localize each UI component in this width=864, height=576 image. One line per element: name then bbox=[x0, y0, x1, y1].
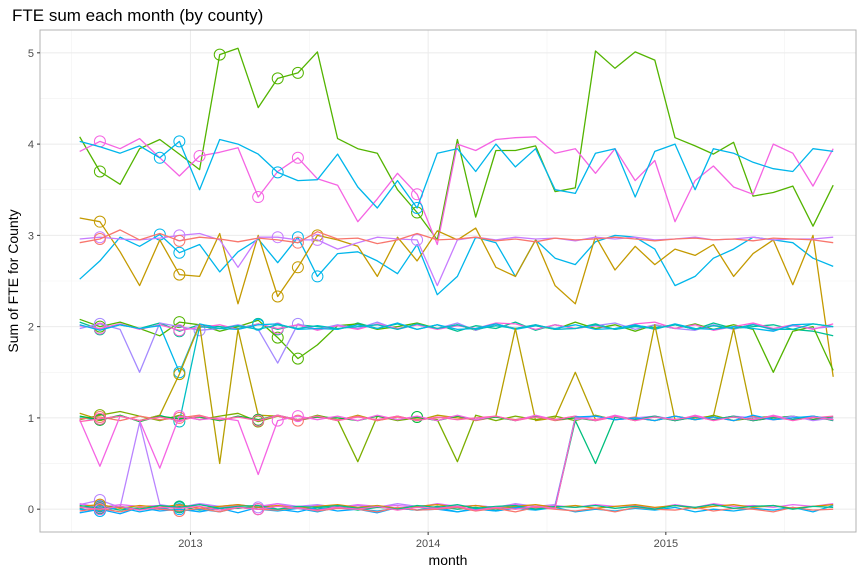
series-point-6 bbox=[311, 233, 324, 246]
series-point-19 bbox=[93, 412, 106, 425]
series-point-6 bbox=[411, 233, 424, 246]
series-point-5 bbox=[173, 268, 186, 281]
series-point-11 bbox=[271, 322, 284, 335]
series-point-16 bbox=[291, 414, 304, 427]
series-line-3 bbox=[79, 138, 834, 209]
series-point-3 bbox=[271, 166, 284, 179]
series-line-27 bbox=[79, 503, 834, 510]
series-point-11 bbox=[173, 324, 186, 337]
series-line-28 bbox=[79, 415, 834, 511]
x-axis-title: month bbox=[429, 552, 468, 568]
series-group bbox=[79, 47, 834, 518]
series-point-2 bbox=[193, 149, 206, 162]
x-tick-label: 2013 bbox=[178, 538, 202, 550]
series-point-26 bbox=[173, 505, 186, 518]
series-point-3 bbox=[153, 151, 166, 164]
series-point-1 bbox=[93, 165, 106, 178]
series-line-4 bbox=[79, 233, 834, 296]
series-point-18 bbox=[173, 410, 186, 423]
series-point-5 bbox=[271, 290, 284, 303]
series-point-1 bbox=[271, 72, 284, 85]
series-line-7 bbox=[79, 229, 834, 245]
series-point-10 bbox=[93, 317, 106, 330]
series-point-7 bbox=[173, 234, 186, 247]
y-axis-title: Sum of FTE for County bbox=[5, 209, 21, 352]
series-line-13 bbox=[79, 323, 834, 423]
series-point-1 bbox=[291, 66, 304, 79]
series-point-5 bbox=[291, 261, 304, 274]
series-point-28 bbox=[93, 503, 106, 516]
series-point-9 bbox=[173, 316, 186, 329]
series-point-4 bbox=[173, 246, 186, 259]
series-line-12 bbox=[79, 322, 834, 373]
series-point-3 bbox=[173, 135, 186, 148]
y-tick-label: 3 bbox=[28, 230, 34, 242]
y-tick-label: 1 bbox=[28, 413, 34, 425]
series-point-25 bbox=[93, 498, 106, 511]
series-point-19 bbox=[252, 414, 265, 427]
series-point-7 bbox=[93, 233, 106, 246]
panel-border bbox=[39, 29, 857, 533]
series-point-2 bbox=[252, 191, 265, 204]
ticks: 0 1 2 3 4 5 2013 2014 2015 bbox=[28, 48, 678, 550]
series-point-1 bbox=[213, 48, 226, 61]
series-point-2 bbox=[291, 151, 304, 164]
series-point-9 bbox=[271, 331, 284, 344]
y-tick-label: 0 bbox=[28, 504, 34, 516]
x-tick-label: 2015 bbox=[654, 538, 678, 550]
series-point-7 bbox=[291, 236, 304, 249]
series-point-4 bbox=[311, 270, 324, 283]
series-point-12 bbox=[252, 318, 265, 331]
series-point-9 bbox=[291, 352, 304, 365]
series-point-28 bbox=[252, 503, 265, 516]
series-point-18 bbox=[291, 410, 304, 423]
series-point-5 bbox=[93, 215, 106, 228]
y-tick-label: 4 bbox=[28, 139, 34, 151]
series-point-3 bbox=[411, 201, 424, 214]
y-tick-label: 5 bbox=[28, 48, 34, 60]
series-point-14 bbox=[173, 368, 186, 381]
y-tick-label: 2 bbox=[28, 322, 34, 334]
series-line-2 bbox=[79, 136, 834, 246]
series-line-26 bbox=[79, 506, 834, 513]
series-line-1 bbox=[79, 47, 834, 241]
chart-title: FTE sum each month (by county) bbox=[12, 6, 263, 25]
series-point-6 bbox=[271, 231, 284, 244]
x-tick-label: 2014 bbox=[416, 538, 440, 550]
